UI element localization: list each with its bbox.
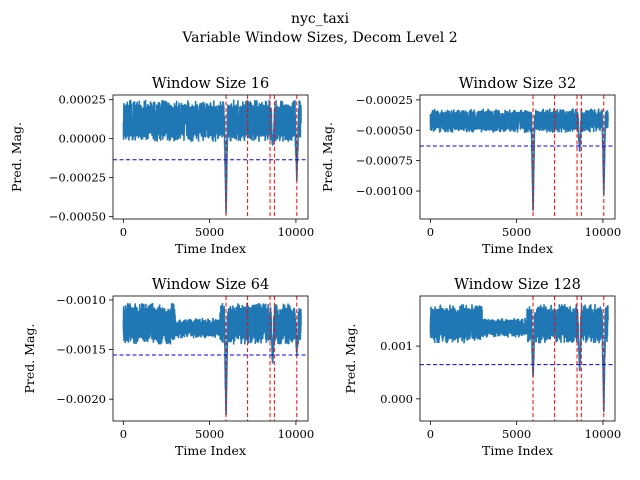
x-tick-label: 0 [120,225,127,239]
axes-frame [419,94,616,220]
x-tick-label: 5000 [502,225,531,239]
y-axis-label: Pred. Mag. [320,122,335,192]
x-tick-label: 10000 [278,225,315,239]
subplot-3: Window Size 64 0 5000 10000 −0.0020 −0.0015 −0… [22,277,314,458]
axes-frame [419,295,616,422]
x-axis-label: Time Index [482,443,553,458]
axes-frame [112,94,309,220]
subplot-4: Window Size 128 0 5000 10000 0.000 0.001 Time … [343,277,621,458]
x-tick-label: 0 [427,427,434,441]
y-tick-label: 0.000 [380,392,413,406]
x-tick-label: 10000 [585,225,622,239]
x-tick-label: 10000 [585,427,622,441]
y-tick-label: −0.0015 [56,343,106,357]
subplot-title: Window Size 16 [152,76,270,92]
y-tick-label: −0.00075 [356,154,413,168]
y-tick-label: 0.001 [380,339,413,353]
axes-frame [112,295,309,422]
x-tick-label: 0 [120,427,127,441]
x-axis-label: Time Index [175,443,246,458]
y-tick-label: −0.0010 [56,293,106,307]
x-tick-label: 0 [427,225,434,239]
suptitle-line-2: Variable Window Sizes, Decom Level 2 [181,30,457,46]
x-tick-label: 10000 [278,427,315,441]
y-tick-label: −0.00100 [356,184,413,198]
subplot-2: Window Size 32 0 5000 10000 −0.00100 −0.00075… [320,76,621,256]
x-axis-label: Time Index [175,241,246,256]
subplot-1: Window Size 16 0 5000 10000 −0.00050 −0.00025… [9,76,314,256]
y-axis-label: Pred. Mag. [22,324,37,394]
y-axis-label: Pred. Mag. [9,122,24,192]
y-tick-label: 0.00000 [58,132,106,146]
y-tick-label: −0.00050 [49,210,106,224]
series-line [429,304,609,413]
y-tick-label: −0.00025 [49,171,106,185]
y-tick-label: −0.00025 [356,93,413,107]
series-line [122,302,302,416]
x-tick-label: 5000 [195,225,224,239]
series-line [429,108,609,211]
series-line [122,99,302,214]
y-axis-label: Pred. Mag. [343,324,358,394]
x-tick-label: 5000 [502,427,531,441]
x-tick-label: 5000 [195,427,224,441]
y-tick-label: −0.00050 [356,123,413,137]
y-tick-label: 0.00025 [58,93,106,107]
subplot-title: Window Size 128 [454,277,581,293]
x-axis-label: Time Index [482,241,553,256]
subplot-title: Window Size 64 [152,277,270,293]
y-tick-label: −0.0020 [56,392,106,406]
suptitle-line-1: nyc_taxi [291,11,350,27]
subplot-title: Window Size 32 [459,76,577,92]
